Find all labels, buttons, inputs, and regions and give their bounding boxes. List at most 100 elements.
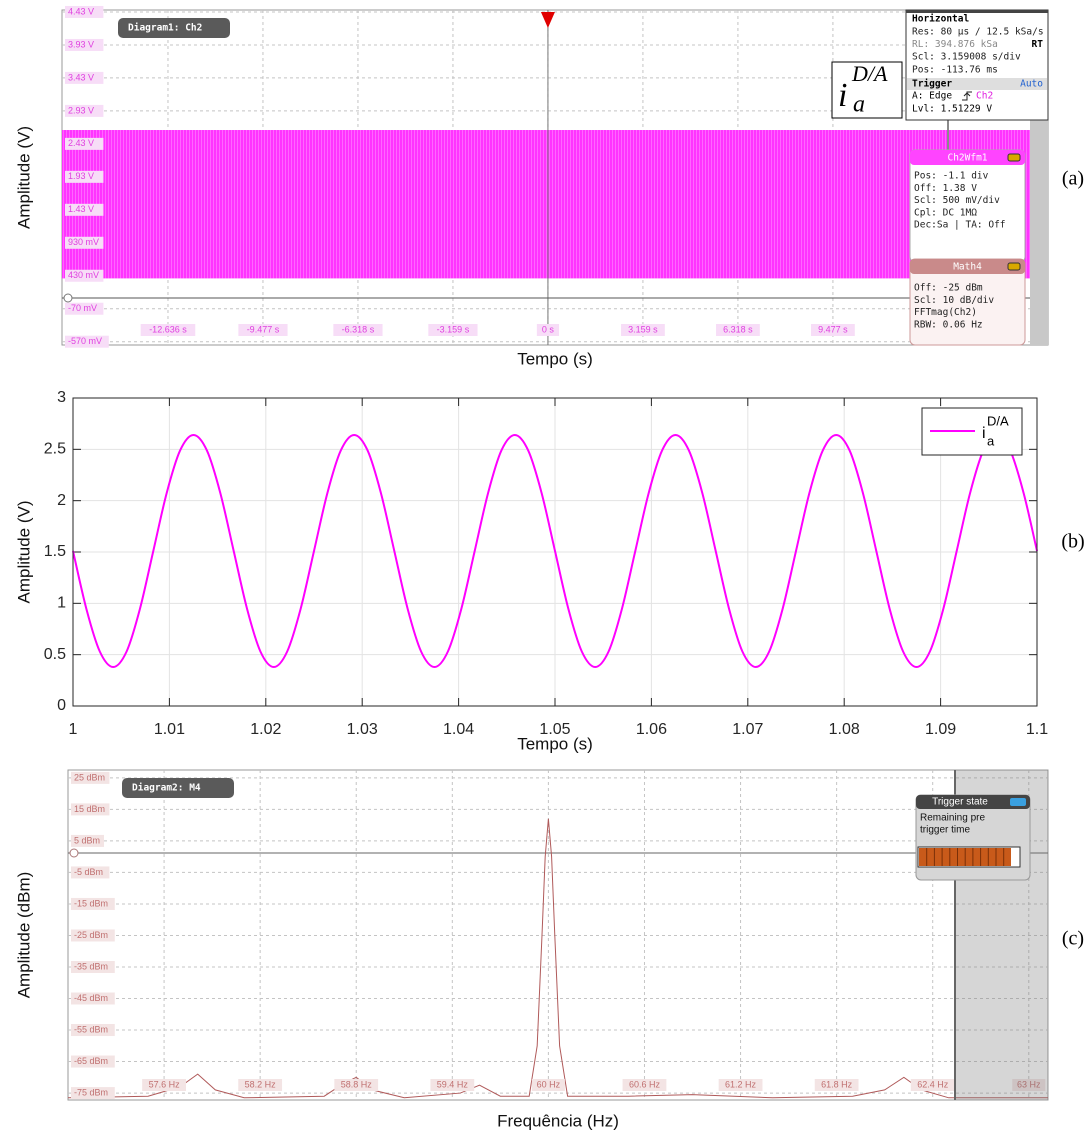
horizontal-line: Scl: 3.159008 s/div: [912, 52, 1021, 63]
x-tick-label: 3.159 s: [628, 324, 658, 334]
x-axis-title: Frequência (Hz): [497, 1111, 619, 1130]
annotation-sup: D/A: [851, 61, 888, 86]
waveform-texture: [62, 130, 1048, 278]
y-tick-label: -5 dBm: [74, 867, 103, 877]
trigger-state-line: Remaining pre: [920, 813, 985, 824]
panel-label: (c): [1062, 928, 1084, 950]
x-tick-label: 60.6 Hz: [629, 1079, 661, 1089]
rt-badge: RT: [1032, 39, 1044, 50]
legend-label: i: [982, 425, 986, 442]
close-icon: [1010, 798, 1026, 806]
panel-label: (a): [1062, 168, 1084, 190]
horizontal-line: Res: 80 µs / 12.5 kSa/s: [912, 27, 1044, 38]
trigger-level: Lvl: 1.51229 V: [912, 104, 992, 115]
x-tick-label: 1.03: [347, 721, 378, 738]
y-tick-label: -75 dBm: [74, 1087, 108, 1097]
info-line: Off: 1.38 V: [914, 183, 977, 194]
y-tick-label: 0.5: [44, 646, 66, 663]
scope-screen: [68, 770, 1048, 1100]
trigger-source: Ch2: [976, 91, 993, 102]
x-tick-label: 59.4 Hz: [437, 1079, 469, 1089]
info-line: Scl: 10 dB/div: [914, 295, 994, 306]
y-tick-label: -35 dBm: [74, 961, 108, 971]
legend-label-sub: a: [987, 433, 995, 448]
info-line: Scl: 500 mV/div: [914, 195, 1000, 206]
trigger-state-line: trigger time: [920, 825, 970, 836]
annotation-base: i: [838, 77, 847, 114]
diagram-label: Diagram2: M4: [132, 783, 201, 794]
y-tick-label: 2.43 V: [68, 138, 94, 148]
header-icon: [1008, 154, 1020, 161]
y-tick-label: -55 dBm: [74, 1024, 108, 1034]
y-tick-label: 430 mV: [68, 270, 99, 280]
x-axis-title: Tempo (s): [517, 734, 593, 753]
x-tick-label: -3.159 s: [437, 324, 470, 334]
x-tick-label: -9.477 s: [247, 324, 280, 334]
annotation-sub: a: [853, 92, 865, 118]
x-tick-label: 61.2 Hz: [725, 1079, 757, 1089]
y-tick-label: 930 mV: [68, 237, 99, 247]
offset-marker: [70, 849, 78, 857]
y-tick-label: -70 mV: [68, 303, 97, 313]
y-tick-label: 5 dBm: [74, 835, 100, 845]
x-tick-label: 1.04: [443, 721, 474, 738]
diagram-label: Diagram1: Ch2: [128, 23, 202, 34]
info-line: RBW: 0.06 Hz: [914, 319, 983, 330]
y-tick-label: 3.43 V: [68, 72, 94, 82]
y-tick-label: 2.5: [44, 441, 66, 458]
x-tick-label: 60 Hz: [537, 1079, 561, 1089]
horizontal-line: RL: 394.876 kSa: [912, 39, 998, 50]
legend-label-sup: D/A: [987, 413, 1009, 428]
offset-marker: [64, 294, 72, 302]
y-tick-label: 1: [57, 595, 66, 612]
x-tick-label: 1.1: [1026, 721, 1048, 738]
y-tick-label: -570 mV: [68, 336, 102, 346]
info-box-title: Ch2Wfm1: [947, 153, 987, 164]
y-tick-label: 15 dBm: [74, 804, 105, 814]
trigger-state-title: Trigger state: [932, 797, 988, 808]
header-icon: [1008, 263, 1020, 270]
x-tick-label: 58.2 Hz: [245, 1079, 277, 1089]
y-tick-label: 4.43 V: [68, 6, 94, 16]
y-tick-label: 2.93 V: [68, 105, 94, 115]
x-tick-label: 0 s: [542, 324, 555, 334]
x-tick-label: 9.477 s: [818, 324, 848, 334]
x-tick-label: -12.636 s: [149, 324, 187, 334]
info-line: FFTmag(Ch2): [914, 307, 977, 318]
trigger-title: Trigger: [912, 79, 952, 90]
y-tick-label: 2: [57, 492, 66, 509]
trigger-edge: A: Edge: [912, 91, 952, 102]
info-line: Pos: -1.1 div: [914, 171, 989, 182]
x-tick-label: 57.6 Hz: [149, 1079, 181, 1089]
y-axis-title: Amplitude (V): [14, 501, 33, 604]
y-tick-label: 1.43 V: [68, 204, 94, 214]
x-axis-title: Tempo (s): [517, 349, 593, 368]
y-tick-label: 1.93 V: [68, 171, 94, 181]
x-tick-label: 58.8 Hz: [341, 1079, 373, 1089]
y-tick-label: 0: [57, 697, 66, 714]
info-line: Dec:Sa | TA: Off: [914, 220, 1006, 231]
y-tick-label: -15 dBm: [74, 898, 108, 908]
y-tick-label: 25 dBm: [74, 772, 105, 782]
y-tick-label: 3: [57, 389, 66, 406]
y-axis-title: Amplitude (dBm): [14, 872, 33, 999]
y-tick-label: -25 dBm: [74, 930, 108, 940]
panel-label: (b): [1061, 531, 1084, 553]
x-tick-label: 1.09: [925, 721, 956, 738]
info-line: Cpl: DC 1MΩ: [914, 207, 977, 218]
horizontal-line: Pos: -113.76 ms: [912, 64, 998, 75]
figure: 4.43 V3.93 V3.43 V2.93 V2.43 V1.93 V1.43…: [0, 0, 1092, 1136]
y-tick-label: 1.5: [44, 543, 66, 560]
y-axis-title: Amplitude (V): [14, 126, 33, 229]
info-box-title: Math4: [953, 262, 982, 273]
x-tick-label: 6.318 s: [723, 324, 753, 334]
x-tick-label: 61.8 Hz: [821, 1079, 853, 1089]
trigger-mode: Auto: [1020, 79, 1043, 90]
y-tick-label: -45 dBm: [74, 993, 108, 1003]
info-line: Off: -25 dBm: [914, 283, 983, 294]
horizontal-title: Horizontal: [912, 14, 969, 25]
x-tick-label: -6.318 s: [342, 324, 375, 334]
x-tick-label: 1.01: [154, 721, 185, 738]
x-tick-label: 62.4 Hz: [917, 1079, 949, 1089]
x-tick-label: 1: [69, 721, 78, 738]
